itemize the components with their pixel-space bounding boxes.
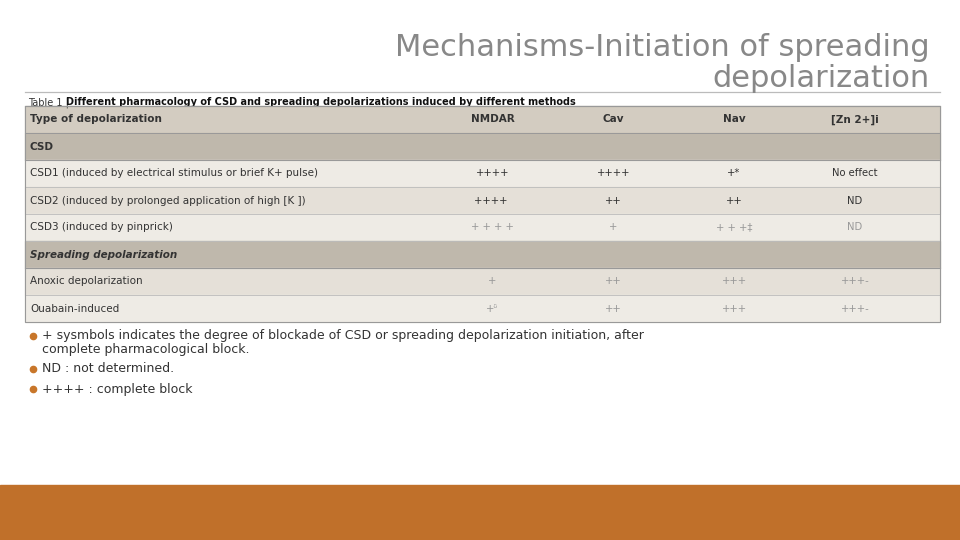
- Text: + sysmbols indicates the degree of blockade of CSD or spreading depolarization i: + sysmbols indicates the degree of block…: [42, 329, 644, 342]
- Text: CSD3 (induced by pinprick): CSD3 (induced by pinprick): [30, 222, 173, 233]
- Text: Cav: Cav: [603, 114, 624, 125]
- Text: +: +: [489, 276, 496, 287]
- Text: ++++: ++++: [476, 168, 510, 179]
- Text: +++-: +++-: [841, 303, 870, 314]
- Text: ++: ++: [605, 195, 622, 206]
- Text: ++: ++: [605, 276, 622, 287]
- Bar: [25, 295, 940, 322]
- Text: Anoxic depolarization: Anoxic depolarization: [30, 276, 143, 287]
- Text: + + +‡: + + +‡: [716, 222, 753, 233]
- Text: Different pharmacology of CSD and spreading depolarizations induced by different: Different pharmacology of CSD and spread…: [66, 97, 576, 107]
- Text: [Zn 2+]i: [Zn 2+]i: [831, 114, 878, 125]
- Text: CSD1 (induced by electrical stimulus or brief K+ pulse): CSD1 (induced by electrical stimulus or …: [30, 168, 318, 179]
- Text: ND : not determined.: ND : not determined.: [42, 362, 174, 375]
- Bar: [25, 133, 940, 160]
- Text: +++: +++: [722, 276, 747, 287]
- Text: Nav: Nav: [723, 114, 745, 125]
- Text: + + + +: + + + +: [471, 222, 514, 233]
- Text: ++++: ++++: [596, 168, 630, 179]
- Bar: [25, 187, 940, 214]
- Bar: [25, 268, 940, 295]
- Text: +: +: [610, 222, 617, 233]
- Text: ++++ : complete block: ++++ : complete block: [42, 382, 193, 395]
- Text: +++-: +++-: [841, 276, 870, 287]
- Text: ND: ND: [848, 195, 862, 206]
- Bar: [25, 106, 940, 133]
- Text: Spreading depolarization: Spreading depolarization: [30, 249, 178, 260]
- Text: NMDAR: NMDAR: [470, 114, 515, 125]
- Text: ++: ++: [726, 195, 742, 206]
- Bar: [25, 241, 940, 268]
- Text: No effect: No effect: [832, 168, 877, 179]
- Bar: [0, 485, 960, 540]
- Text: +++: +++: [722, 303, 747, 314]
- Text: CSD: CSD: [30, 141, 54, 152]
- Text: +*: +*: [728, 168, 741, 179]
- Text: CSD2 (induced by prolonged application of high [K ]): CSD2 (induced by prolonged application o…: [30, 195, 305, 206]
- Text: ++: ++: [605, 303, 622, 314]
- Bar: [25, 160, 940, 187]
- Bar: [25, 214, 940, 241]
- Text: ND: ND: [848, 222, 862, 233]
- Text: complete pharmacological block.: complete pharmacological block.: [42, 342, 250, 355]
- Text: Ouabain-induced: Ouabain-induced: [30, 303, 119, 314]
- Bar: [25, 106, 940, 322]
- Text: Mechanisms-Initiation of spreading: Mechanisms-Initiation of spreading: [396, 33, 930, 62]
- Text: Table 1 |: Table 1 |: [28, 97, 72, 107]
- Text: depolarization: depolarization: [712, 64, 930, 93]
- Text: Type of depolarization: Type of depolarization: [30, 114, 162, 125]
- Text: ++++: ++++: [474, 195, 511, 206]
- Text: +ᵟ: +ᵟ: [487, 303, 498, 314]
